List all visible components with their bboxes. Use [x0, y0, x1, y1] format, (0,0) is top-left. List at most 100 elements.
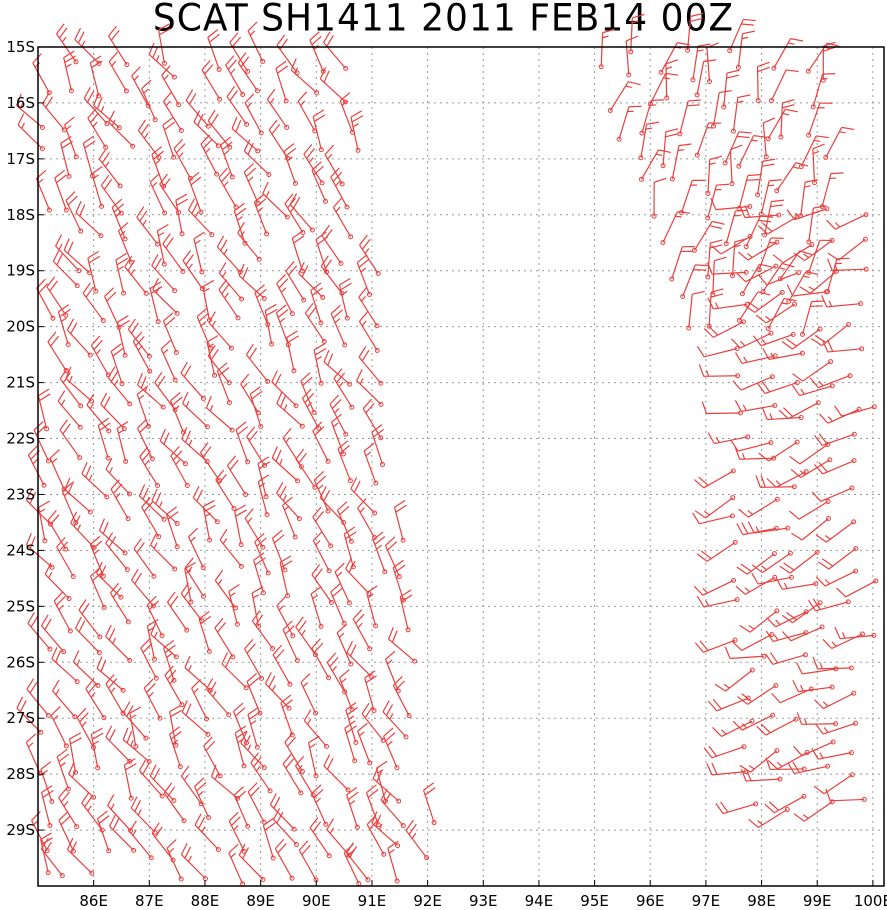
wind-barb [364, 670, 377, 714]
wind-barb [136, 418, 155, 462]
wind-barb [199, 442, 223, 484]
wind-barb [711, 90, 732, 129]
x-tick-label: 93E [469, 892, 498, 910]
wind-barb [819, 406, 862, 424]
wind-barb [226, 86, 250, 127]
wind-barb [365, 784, 381, 828]
wind-barb [787, 761, 831, 775]
wind-barb [286, 330, 299, 374]
wind-barb [747, 521, 791, 534]
wind-barb [229, 32, 251, 74]
wind-barb [40, 785, 54, 828]
wind-barb [310, 586, 324, 629]
wind-barb [647, 72, 679, 107]
wind-barb [309, 31, 326, 74]
wind-barb [739, 263, 772, 297]
wind-barb [734, 447, 777, 461]
wind-barb [180, 582, 205, 624]
wind-barb [205, 395, 235, 433]
wind-barb [708, 695, 751, 712]
wind-barb [150, 622, 179, 660]
wind-barb [132, 331, 153, 374]
wind-barb [710, 197, 753, 211]
latitude-axis: 15S 16S 17S 18S 19S 20S 21S 22S 23S 24S 25S 26S 27S 2… [6, 38, 44, 839]
wind-barb [690, 43, 711, 83]
wind-barb [686, 290, 705, 331]
y-tick-label: 29S [6, 821, 35, 839]
wind-barb [311, 161, 329, 204]
wind-barb [220, 136, 235, 180]
wind-barb [736, 291, 771, 323]
wind-barb [778, 98, 795, 140]
wind-barb [75, 200, 104, 239]
wind-barb [794, 237, 835, 262]
wind-barb [309, 817, 332, 859]
wind-barb [52, 249, 80, 289]
wind-barb [105, 457, 132, 497]
wind-barb [307, 735, 320, 779]
wind-barb [751, 572, 794, 585]
wind-barb [58, 787, 80, 830]
wind-barb [691, 220, 725, 253]
wind-barb [117, 222, 134, 265]
wind-barb [32, 53, 52, 96]
wind-barb [251, 610, 276, 651]
map-frame [37, 46, 885, 887]
wind-barb [358, 286, 380, 329]
wind-barb [130, 796, 158, 835]
wind-barb [247, 21, 266, 64]
wind-barb [266, 88, 290, 130]
wind-barb [226, 455, 249, 497]
wind-barb [64, 477, 93, 515]
wind-barb [152, 277, 180, 316]
wind-barb [105, 725, 133, 764]
wind-barb [356, 254, 372, 297]
wind-barb [345, 557, 372, 597]
wind-barb [57, 304, 71, 347]
wind-barb [813, 772, 855, 795]
wind-barb [170, 446, 190, 488]
wind-barb [358, 346, 384, 386]
wind-barb [384, 650, 401, 694]
wind-barb [191, 679, 210, 722]
wind-barb [96, 810, 112, 854]
wind-barb [115, 252, 129, 296]
wind-barb [282, 496, 298, 540]
wind-barb [180, 842, 208, 882]
wind-barb [692, 512, 735, 525]
wind-barb [275, 60, 289, 104]
wind-barb [337, 440, 353, 484]
wind-barb [326, 652, 348, 695]
wind-barb [187, 198, 215, 238]
wind-barb [762, 199, 785, 238]
wind-barb [93, 93, 122, 131]
wind-barb [372, 531, 388, 575]
wind-barb [664, 59, 679, 101]
wind-barb [205, 677, 232, 718]
wind-barb [757, 214, 800, 235]
wind-barb [139, 446, 161, 489]
wind-barb [133, 538, 157, 579]
wind-barb [736, 522, 779, 536]
wind-barb [781, 600, 823, 624]
wind-barb [96, 561, 124, 600]
x-tick-label: 98E [747, 892, 776, 910]
wind-barb [300, 673, 319, 716]
wind-barb [42, 92, 67, 133]
wind-barb [771, 686, 814, 704]
wind-barb [90, 335, 111, 378]
wind-barb [159, 429, 188, 467]
wind-barb [264, 303, 278, 347]
wind-barb [136, 206, 161, 247]
wind-barb [228, 583, 240, 627]
wind-barb [766, 609, 809, 628]
wind-barb [765, 297, 797, 332]
wind-barb [275, 304, 291, 348]
wind-barb [188, 171, 204, 215]
wind-barb [53, 591, 73, 634]
wind-barb [202, 279, 215, 323]
wind-barb [202, 499, 216, 543]
y-tick-label: 19S [6, 262, 35, 280]
wind-barb [722, 131, 752, 166]
wind-barb [272, 644, 293, 687]
